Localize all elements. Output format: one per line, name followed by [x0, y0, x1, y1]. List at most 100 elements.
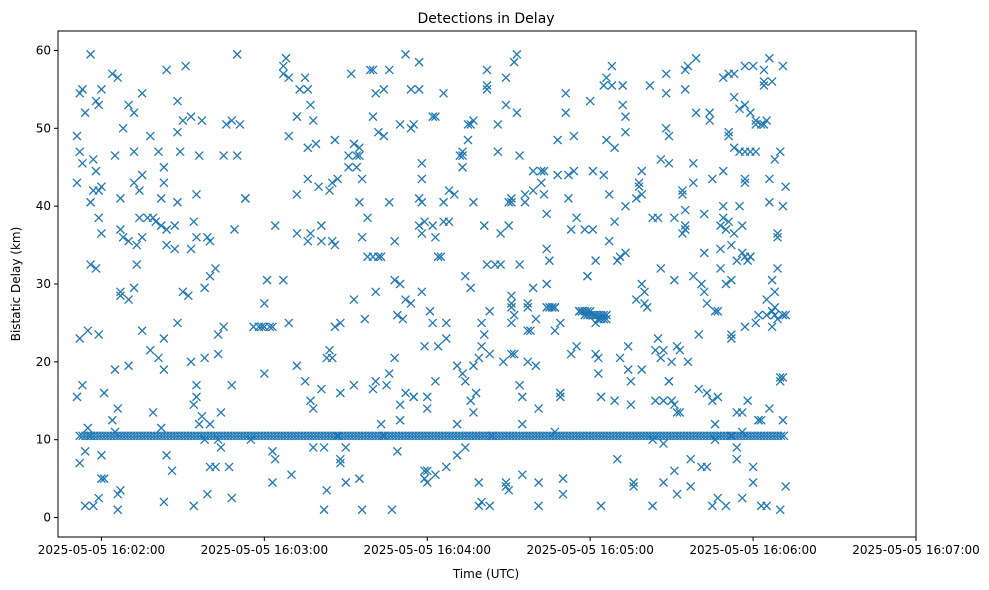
data-point [292, 361, 302, 371]
data-point [781, 481, 791, 491]
data-point [661, 88, 671, 98]
data-point [110, 151, 120, 161]
data-point [300, 376, 310, 386]
data-point [134, 186, 144, 196]
data-point [86, 49, 96, 59]
data-point [764, 197, 774, 207]
data-point [219, 151, 229, 161]
data-point [737, 221, 747, 231]
data-point [539, 166, 549, 176]
data-point [759, 77, 769, 87]
data-point [778, 310, 788, 320]
data-point [232, 49, 242, 59]
data-point [335, 318, 345, 328]
data-point [471, 431, 481, 441]
data-point [710, 306, 720, 316]
data-point [327, 236, 337, 246]
data-point [501, 478, 511, 487]
data-point [156, 221, 166, 231]
data-point [762, 310, 772, 320]
data-point [724, 127, 734, 137]
data-point [148, 407, 158, 417]
data-point [181, 61, 191, 71]
data-point [621, 201, 630, 211]
data-point [591, 318, 601, 328]
data-point [235, 119, 245, 129]
data-point [452, 450, 462, 460]
data-point [115, 291, 125, 301]
data-point [132, 240, 142, 250]
data-point [659, 478, 668, 487]
data-point [591, 256, 601, 266]
data-point [680, 221, 690, 231]
data-point [477, 318, 487, 328]
data-point [137, 326, 147, 336]
data-point [77, 380, 87, 390]
x-tick-label: 2025-05-05 16:07:00 [852, 543, 979, 557]
data-point [520, 190, 530, 199]
data-point [759, 119, 769, 129]
data-point [466, 283, 476, 293]
data-point [659, 345, 668, 355]
data-point [422, 466, 432, 476]
data-point [669, 275, 679, 285]
data-point [713, 493, 723, 503]
data-point [591, 349, 601, 359]
data-point [335, 458, 345, 468]
data-point [262, 275, 272, 285]
data-point [154, 353, 163, 363]
data-point [148, 213, 158, 223]
data-point [675, 407, 685, 417]
data-point [626, 400, 636, 410]
data-point [680, 225, 690, 234]
data-point [612, 454, 622, 464]
data-point [773, 228, 782, 238]
data-point [691, 53, 701, 63]
data-point [458, 151, 468, 161]
data-point [504, 485, 514, 495]
data-point [335, 388, 345, 398]
data-point [764, 53, 774, 63]
data-point [344, 162, 353, 172]
data-point [463, 135, 473, 145]
data-point [308, 116, 318, 125]
data-point [270, 454, 280, 464]
data-point [553, 170, 563, 180]
data-point [558, 489, 568, 499]
data-point [621, 112, 630, 122]
data-point [194, 419, 204, 429]
data-point [745, 108, 755, 118]
data-point [610, 396, 620, 406]
data-point [211, 462, 220, 472]
data-point [544, 256, 554, 266]
data-point [542, 244, 552, 254]
data-point [96, 228, 106, 238]
data-point [173, 318, 182, 328]
data-point [781, 182, 791, 192]
data-point [96, 474, 106, 484]
data-point [417, 197, 427, 207]
data-point [227, 493, 237, 503]
data-point [634, 178, 644, 188]
data-point [531, 361, 541, 371]
data-point [159, 162, 169, 172]
data-point [292, 228, 302, 238]
data-point [618, 81, 628, 90]
data-point [523, 357, 533, 367]
data-point [278, 69, 288, 79]
data-point [778, 61, 788, 71]
data-point [762, 116, 772, 125]
data-point [759, 81, 769, 90]
data-point [642, 302, 652, 312]
data-point [555, 392, 565, 402]
data-point [602, 73, 611, 83]
data-point [737, 493, 747, 503]
data-point [113, 489, 123, 499]
data-point [458, 369, 468, 378]
data-point [512, 108, 522, 118]
data-point [631, 193, 641, 203]
data-point [373, 252, 383, 262]
data-point [268, 446, 277, 456]
data-point [319, 505, 329, 515]
